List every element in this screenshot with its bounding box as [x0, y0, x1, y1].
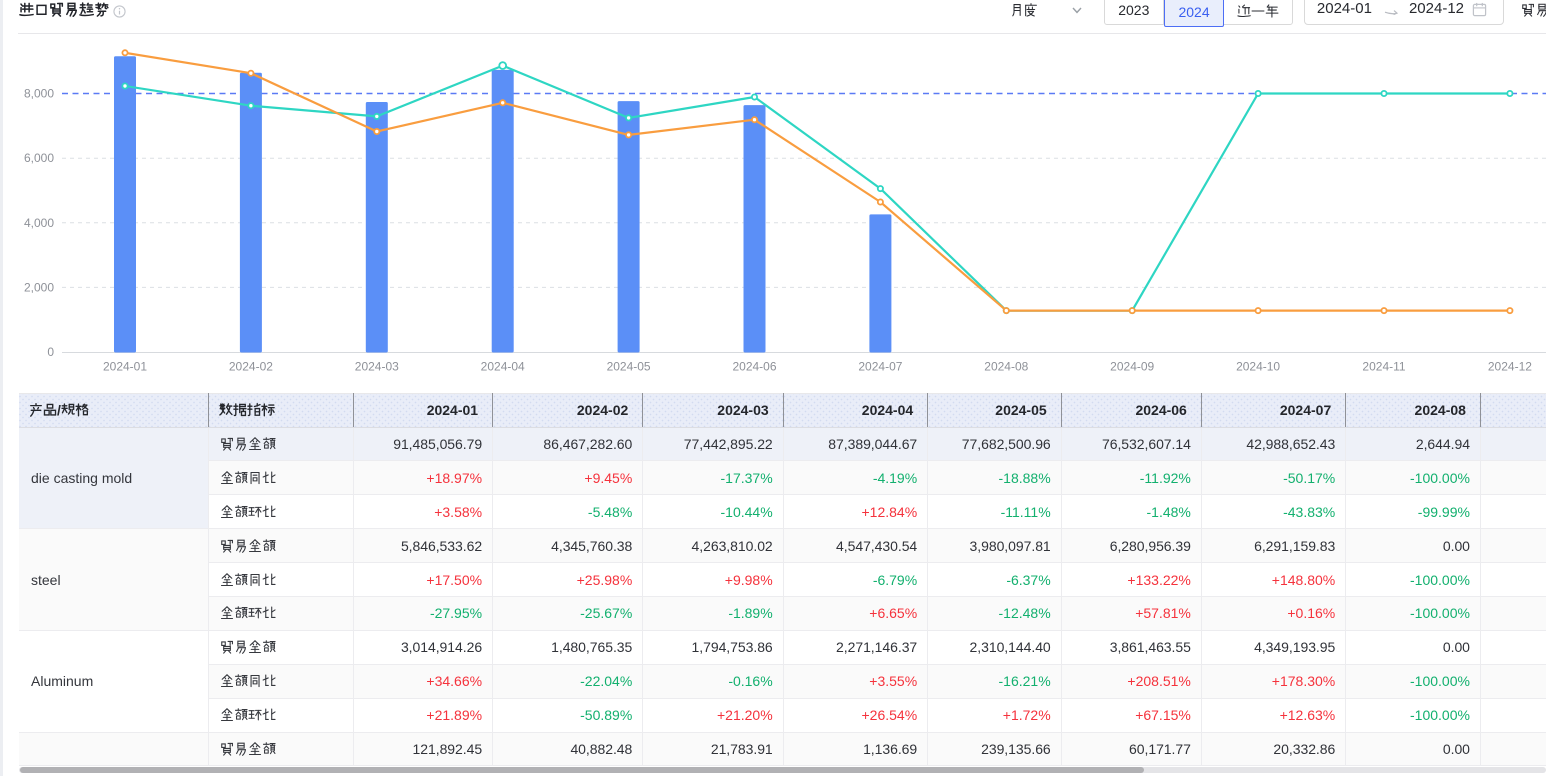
svg-text:2024-01: 2024-01	[103, 360, 147, 374]
svg-text:2,000: 2,000	[24, 280, 54, 294]
svg-text:2024-09: 2024-09	[1110, 360, 1154, 374]
svg-text:2024-12: 2024-12	[1488, 360, 1532, 374]
svg-text:8,000: 8,000	[24, 87, 54, 101]
svg-text:2024-04: 2024-04	[481, 360, 525, 374]
svg-text:6,000: 6,000	[24, 151, 54, 165]
svg-text:2024-07: 2024-07	[858, 360, 902, 374]
svg-text:2024-02: 2024-02	[229, 360, 273, 374]
svg-text:2024-06: 2024-06	[732, 360, 776, 374]
svg-text:2024-10: 2024-10	[1236, 360, 1280, 374]
svg-text:2024-05: 2024-05	[607, 360, 651, 374]
svg-text:2024-11: 2024-11	[1362, 360, 1405, 374]
svg-text:2024-03: 2024-03	[355, 360, 399, 374]
svg-text:0: 0	[47, 345, 54, 359]
svg-text:2024-08: 2024-08	[984, 360, 1028, 374]
svg-text:4,000: 4,000	[24, 216, 54, 230]
